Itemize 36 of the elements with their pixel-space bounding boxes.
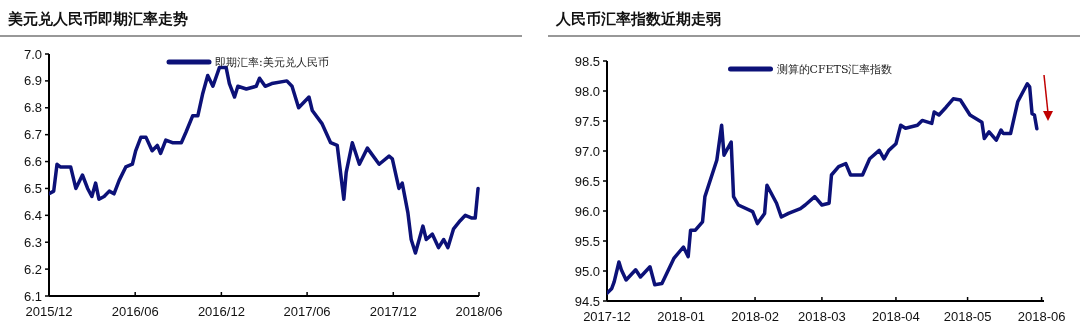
x-tick-label: 2018-01 [657,309,705,324]
x-tick-label: 2018/06 [455,304,503,319]
x-tick-label: 2016/12 [197,304,245,319]
y-tick-label: 94.5 [574,293,600,309]
legend-label: 即期汇率:美元兑人民币 [215,56,329,69]
y-tick-label: 6.3 [23,234,42,250]
x-tick-label: 2018-05 [943,309,992,324]
y-tick-label: 6.6 [23,154,42,170]
y-tick-label: 97.5 [574,113,600,129]
y-tick-label: 98.0 [574,83,600,99]
y-tick-label: 97.0 [574,143,600,159]
x-tick-label: 2018-02 [731,309,779,324]
y-tick-label: 6.2 [23,261,42,277]
x-tick-label: 2018-04 [872,309,920,324]
chart-title: 美元兑人民币即期汇率走势 [7,10,188,28]
x-tick-label: 2016/06 [111,304,159,319]
x-tick-label: 2018-06 [1017,309,1066,324]
x-tick-label: 2018-03 [798,309,846,324]
y-tick-label: 6.1 [23,288,42,304]
legend-label: 测算的CFETS汇率指数 [776,63,893,76]
x-tick-label: 2017-12 [583,309,631,324]
x-tick-label: 2015/12 [25,304,73,319]
y-tick-label: 6.9 [23,73,42,89]
y-tick-label: 98.5 [574,53,600,69]
y-tick-label: 7.0 [23,46,42,62]
y-tick-label: 6.7 [23,127,42,143]
x-tick-label: 2017/06 [283,304,331,319]
y-tick-label: 6.4 [23,207,42,223]
chart-title: 人民币汇率指数近期走弱 [555,10,721,28]
y-tick-label: 95.5 [574,233,600,249]
y-tick-label: 6.5 [23,180,42,196]
y-tick-label: 96.5 [574,173,600,189]
y-tick-label: 96.0 [574,203,600,219]
y-tick-label: 6.8 [23,100,42,116]
x-tick-label: 2017/12 [369,304,417,319]
y-tick-label: 95.0 [574,263,600,279]
